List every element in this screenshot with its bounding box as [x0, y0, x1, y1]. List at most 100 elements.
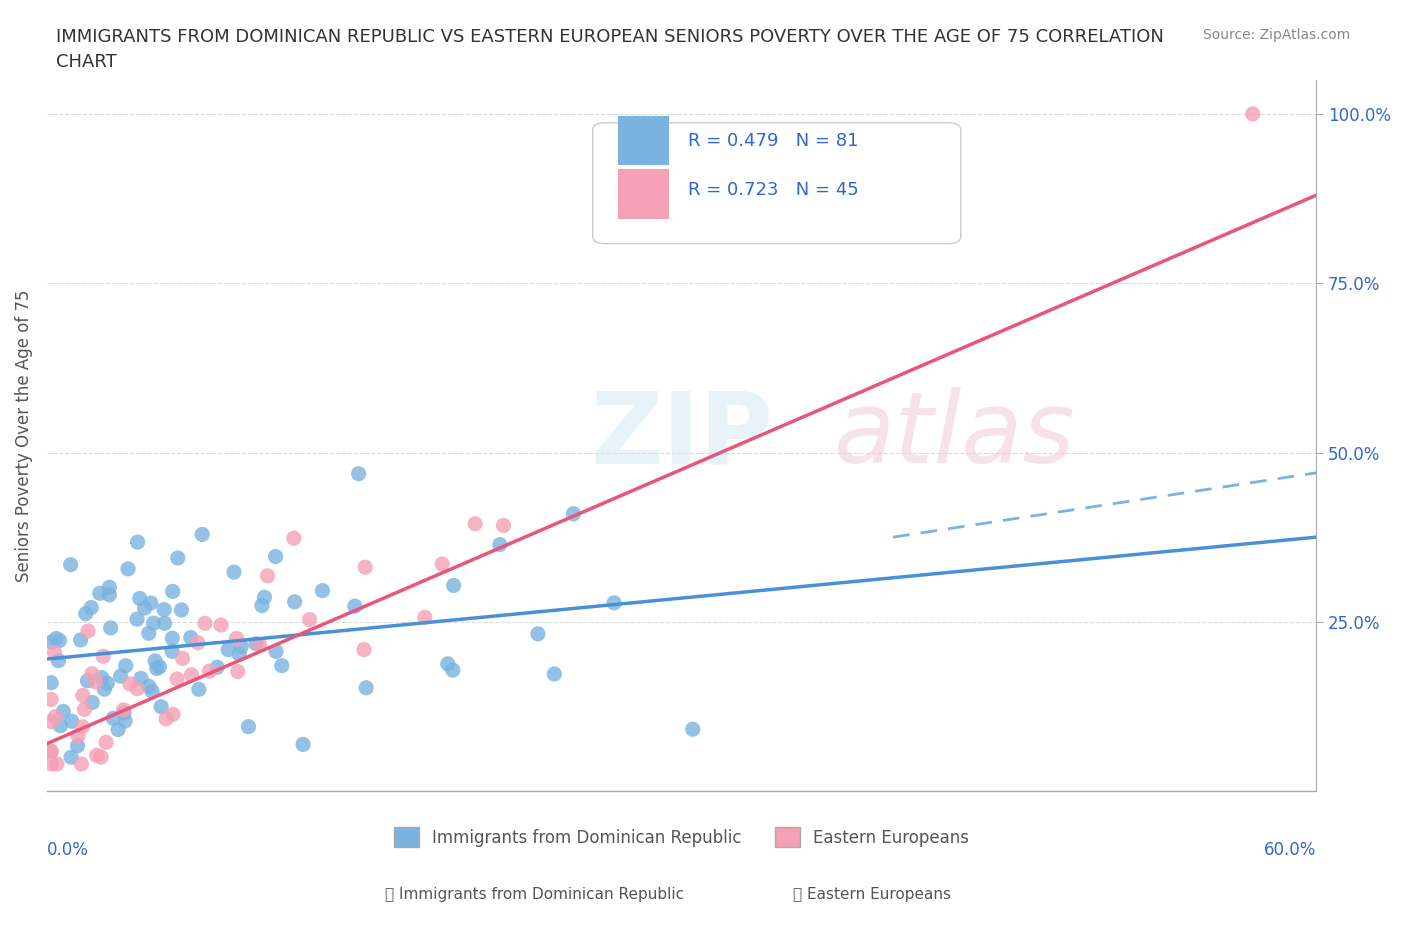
Point: [84, 674, 107, 689]
Point: [128, 591, 150, 605]
Point: [91, 649, 114, 664]
Point: [150, 699, 173, 714]
Point: [100, 620, 122, 635]
Point: [60, 714, 83, 729]
Point: [162, 707, 184, 722]
Point: [45, 756, 67, 771]
Text: 60.0%: 60.0%: [1264, 841, 1316, 858]
Point: [117, 562, 139, 577]
Point: [264, 644, 287, 658]
Text: IMMIGRANTS FROM DOMINICAN REPUBLIC VS EASTERN EUROPEAN SENIORS POVERTY OVER THE : IMMIGRANTS FROM DOMINICAN REPUBLIC VS EA…: [56, 28, 1164, 71]
Point: [225, 631, 247, 645]
FancyBboxPatch shape: [619, 169, 669, 219]
Point: [162, 631, 184, 645]
Point: [90, 750, 112, 764]
Point: [80, 666, 103, 681]
Point: [39, 635, 62, 650]
Point: [39, 692, 62, 707]
Point: [143, 654, 166, 669]
Point: [103, 711, 125, 725]
Point: [187, 682, 209, 697]
Point: [48, 633, 70, 648]
Point: [413, 610, 436, 625]
Point: [39, 675, 62, 690]
Point: [489, 538, 512, 552]
Point: [141, 684, 163, 698]
Point: [148, 659, 170, 674]
Point: [228, 647, 250, 662]
Point: [292, 737, 315, 751]
Point: [49, 718, 72, 733]
Point: [492, 518, 515, 533]
Point: [60, 750, 83, 764]
FancyBboxPatch shape: [593, 123, 960, 244]
Point: [562, 506, 585, 521]
Point: [298, 612, 321, 627]
Point: [89, 586, 111, 601]
Point: [256, 568, 278, 583]
Point: [527, 627, 550, 642]
Point: [155, 711, 177, 726]
Point: [134, 601, 156, 616]
Point: [112, 702, 135, 717]
Point: [139, 595, 162, 610]
Point: [98, 579, 121, 594]
Point: [464, 516, 486, 531]
Point: [118, 676, 141, 691]
Point: [114, 658, 136, 673]
Point: [67, 728, 90, 743]
Point: [52, 704, 75, 719]
Point: [194, 616, 217, 631]
Point: [75, 606, 97, 621]
Point: [86, 748, 108, 763]
Point: [209, 618, 232, 632]
Point: [70, 756, 93, 771]
Text: atlas: atlas: [834, 387, 1076, 485]
Point: [217, 643, 239, 658]
Point: [343, 599, 366, 614]
Point: [138, 679, 160, 694]
Point: [231, 639, 253, 654]
Point: [166, 671, 188, 686]
Text: R = 0.723   N = 45: R = 0.723 N = 45: [688, 181, 859, 199]
Text: ⬜ Immigrants from Dominican Republic: ⬜ Immigrants from Dominican Republic: [385, 887, 683, 902]
Point: [72, 720, 94, 735]
Point: [153, 616, 176, 631]
Point: [107, 722, 129, 737]
Point: [682, 722, 704, 737]
Point: [222, 565, 245, 579]
Text: ZIP: ZIP: [591, 387, 773, 485]
Point: [112, 706, 135, 721]
Y-axis label: Seniors Poverty Over the Age of 75: Seniors Poverty Over the Age of 75: [15, 289, 32, 582]
Point: [354, 560, 377, 575]
Point: [283, 531, 305, 546]
Point: [153, 603, 176, 618]
Point: [245, 636, 267, 651]
Point: [180, 631, 202, 645]
Point: [48, 653, 70, 668]
Point: [142, 616, 165, 631]
Point: [73, 702, 96, 717]
Point: [39, 744, 62, 759]
Point: [166, 551, 188, 565]
Point: [76, 673, 98, 688]
Point: [264, 549, 287, 564]
Point: [41, 756, 63, 771]
Point: [191, 527, 214, 542]
Point: [437, 657, 460, 671]
Point: [250, 598, 273, 613]
Point: [180, 668, 202, 683]
Point: [127, 682, 149, 697]
Point: [441, 663, 464, 678]
Text: ⬜ Eastern Europeans: ⬜ Eastern Europeans: [793, 887, 950, 902]
Point: [162, 584, 184, 599]
Point: [80, 600, 103, 615]
Point: [354, 681, 377, 696]
Point: [160, 644, 183, 658]
Text: Source: ZipAtlas.com: Source: ZipAtlas.com: [1202, 28, 1350, 42]
Point: [45, 631, 67, 646]
Point: [39, 714, 62, 729]
Point: [172, 651, 194, 666]
Point: [284, 594, 307, 609]
Legend: Immigrants from Dominican Republic, Eastern Europeans: Immigrants from Dominican Republic, East…: [387, 820, 976, 854]
